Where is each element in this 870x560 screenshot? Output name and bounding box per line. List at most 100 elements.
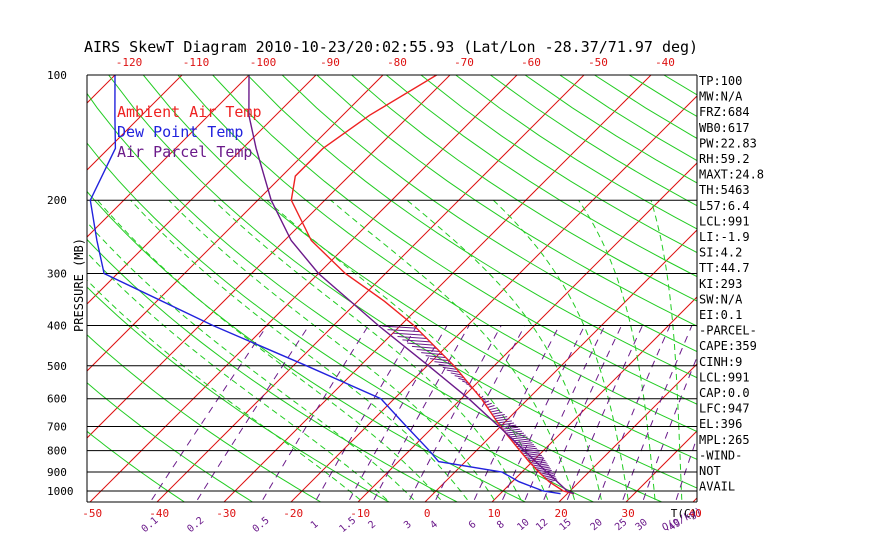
mixing-ratio-line — [622, 325, 693, 500]
top-temp-tick-label: -120 — [116, 56, 143, 69]
cape-hatch — [507, 432, 525, 436]
mixing-ratio-label: 0.2 — [185, 515, 206, 535]
cape-hatch — [458, 377, 467, 381]
side-panel-stat: NOT — [699, 464, 721, 478]
isotherm-line — [558, 363, 697, 502]
cape-hatch — [487, 405, 495, 409]
cape-hatch — [519, 447, 537, 451]
legend-entry: Dew Point Temp — [117, 123, 243, 141]
side-panel-stat: L57:6.4 — [699, 199, 750, 213]
isotherm-line — [754, 56, 870, 508]
sounding-curves — [89, 75, 575, 495]
cape-hatch — [485, 402, 492, 406]
cape-hatch — [407, 342, 434, 346]
cape-hatch — [425, 355, 446, 359]
moist-adiabat-line — [578, 199, 656, 500]
mixing-ratio-label: 8 — [495, 519, 507, 531]
side-panel-stat: FRZ:684 — [699, 105, 750, 119]
cape-hatch — [499, 422, 515, 426]
moist-adiabat-line — [330, 199, 576, 500]
isotherm-line — [491, 296, 697, 502]
moist-adiabat-line — [650, 200, 683, 500]
side-panel-stat: EL:396 — [699, 417, 742, 431]
cape-hatch — [442, 366, 458, 370]
mixing-ratio-label: 4 — [428, 519, 440, 531]
top-temp-tick-label: -50 — [588, 56, 608, 69]
bottom-temp-tick-label: 0 — [424, 507, 431, 520]
cape-hatch — [496, 418, 510, 422]
cape-hatch — [526, 456, 544, 460]
cape-hatch — [493, 413, 505, 417]
top-temp-tick-label: -100 — [250, 56, 277, 69]
mixing-ratio-line — [502, 325, 586, 501]
side-panel-stat: EI:0.1 — [699, 308, 742, 322]
cape-hatch — [430, 358, 449, 362]
isotherm-line — [625, 430, 697, 502]
mixing-ratio-line — [151, 325, 268, 501]
cape-hatch — [531, 461, 547, 465]
cape-hatch — [525, 454, 542, 458]
cape-hatch — [454, 375, 465, 379]
pressure-tick-label: 800 — [47, 445, 67, 458]
cape-hatch — [484, 400, 490, 404]
cape-hatch — [416, 348, 440, 352]
pressure-tick-label: 100 — [47, 69, 67, 82]
side-panel-stat: RH:59.2 — [699, 152, 750, 166]
dry-adiabat-line — [837, 75, 870, 508]
dry-adiabat-line — [316, 75, 697, 327]
mixing-ratio-label: 20 — [589, 517, 605, 533]
isotherm-line — [0, 56, 67, 508]
isotherm-line — [223, 75, 652, 502]
side-panel-stat: CAP:0.0 — [699, 386, 750, 400]
cape-hatch — [528, 458, 545, 462]
dewpoint-line — [89, 75, 561, 495]
moist-adiabat-line — [87, 251, 388, 501]
side-panel-stat: CINH:9 — [699, 355, 742, 369]
dry-adiabat-line — [351, 75, 697, 302]
dry-adiabat-line — [524, 75, 697, 184]
mixing-ratio-line — [349, 325, 448, 501]
chart-title: AIRS SkewT Diagram 2010-10-23/20:02:55.9… — [84, 38, 698, 56]
bottom-temp-tick-label: 30 — [622, 507, 635, 520]
side-panel-stat: CAPE:359 — [699, 339, 757, 353]
side-panel-stat: MW:N/A — [699, 90, 743, 104]
side-panel-stat: SI:4.2 — [699, 246, 742, 260]
cape-hatch — [450, 372, 462, 376]
isotherm-line — [87, 75, 250, 238]
bottom-temp-tick-label: 10 — [488, 507, 501, 520]
mixing-ratio-line — [543, 325, 623, 500]
moist-adiabat-line — [493, 199, 629, 500]
bottom-temp-tick-label: -40 — [149, 507, 169, 520]
isotherm-line — [156, 75, 585, 502]
dry-adiabat-line — [281, 75, 697, 353]
isotherm-line — [87, 75, 116, 104]
cape-hatch — [500, 424, 517, 428]
mixing-ratio-line — [566, 325, 643, 500]
cape-hatch — [544, 474, 555, 478]
side-panel-stat: LCL:991 — [699, 370, 750, 384]
isotherm-line — [87, 75, 317, 305]
cape-hatch — [387, 329, 421, 333]
side-panel-stat: TH:5463 — [699, 183, 750, 197]
mixing-ratio-label: 10 — [515, 517, 531, 533]
moist-adiabat-line — [266, 199, 549, 500]
side-panel-stat: AVAIL — [699, 480, 735, 494]
cape-hatch — [497, 420, 512, 424]
side-panel-stat: PW:22.83 — [699, 136, 757, 150]
cape-hatch — [438, 363, 455, 367]
dry-adiabat-line — [385, 75, 697, 278]
side-panel-stat: -PARCEL- — [699, 324, 757, 338]
mixing-ratio-line — [435, 325, 526, 501]
moist-adiabat-line — [97, 199, 441, 501]
top-temp-tick-label: -80 — [387, 56, 407, 69]
mixing-ratio-line — [373, 325, 470, 501]
legend: Ambient Air Temp Dew Point Temp Air Parcel… — [117, 103, 262, 161]
mixing-ratio-label: 1 — [309, 519, 321, 531]
side-panel-stat: TP:100 — [699, 74, 742, 88]
dry-adiabat-line — [803, 75, 870, 508]
cape-hatch — [547, 477, 557, 481]
cape-hatch — [504, 428, 521, 432]
cape-hatch — [545, 476, 556, 480]
